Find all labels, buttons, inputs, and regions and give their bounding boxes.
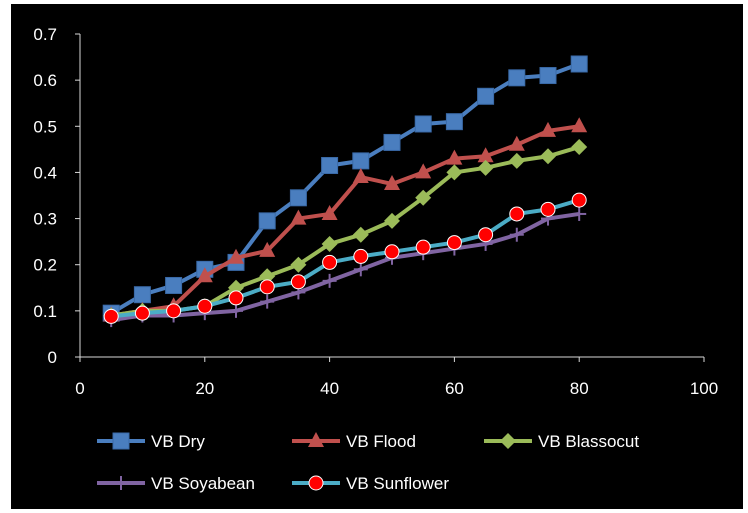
data-point [540, 201, 556, 217]
data-point [571, 117, 588, 133]
data-point [571, 139, 588, 156]
data-point [258, 212, 276, 230]
data-point [133, 286, 151, 304]
data-point [290, 274, 306, 290]
data-point [540, 121, 556, 137]
data-point [166, 303, 182, 319]
series-4 [103, 192, 587, 324]
data-point [446, 235, 462, 251]
series-line [110, 211, 580, 323]
data-point [134, 305, 150, 321]
legend-marker [308, 475, 324, 491]
data-point [260, 294, 275, 309]
legend-label: VB Flood [346, 432, 416, 451]
data-point [352, 168, 369, 184]
data-point [165, 276, 183, 294]
data-point [384, 244, 400, 260]
x-tick-label: 40 [320, 379, 339, 398]
data-point [290, 256, 307, 273]
data-point [446, 149, 463, 165]
data-point [446, 164, 463, 181]
data-point [539, 67, 557, 85]
data-point [322, 254, 338, 270]
legend-label: VB Dry [151, 432, 205, 451]
data-point [570, 55, 588, 73]
data-point [477, 87, 495, 105]
data-point [414, 115, 432, 133]
legend-item: VB Soyabean [97, 474, 255, 493]
y-tick-label: 0.6 [33, 71, 57, 90]
data-point [572, 206, 587, 221]
data-point [415, 163, 432, 179]
data-point [415, 239, 431, 255]
legend-marker [308, 432, 324, 447]
y-tick-label: 0.2 [33, 256, 57, 275]
x-tick-label: 100 [690, 379, 718, 398]
data-point [321, 157, 339, 175]
data-point [321, 235, 338, 252]
y-tick-label: 0 [48, 348, 57, 367]
y-tick-label: 0.1 [33, 302, 57, 321]
legend-item: VB Dry [97, 432, 205, 451]
data-point [228, 248, 244, 264]
series-line [110, 198, 580, 319]
data-point [571, 192, 587, 208]
legend-marker [114, 476, 128, 490]
data-point [508, 135, 525, 151]
legend-item: VB Sunflower [292, 474, 449, 493]
x-tick-label: 20 [195, 379, 214, 398]
series-2 [103, 139, 588, 324]
data-point [259, 268, 276, 285]
data-point [290, 209, 307, 225]
legend-label: VB Soyabean [151, 474, 255, 493]
data-point [477, 147, 494, 163]
legend-marker [112, 432, 130, 450]
data-point [415, 189, 432, 206]
data-point [259, 241, 276, 257]
data-point [384, 212, 400, 229]
y-tick-label: 0.7 [33, 25, 57, 44]
data-point [259, 279, 275, 295]
y-tick-label: 0.5 [33, 117, 57, 136]
data-point [103, 308, 119, 324]
data-point [197, 298, 213, 314]
data-point [445, 113, 463, 131]
x-tick-label: 60 [445, 379, 464, 398]
data-point [196, 267, 213, 283]
data-point [384, 174, 400, 190]
legend-item: VB Blassocut [484, 432, 639, 451]
y-tick-label: 0.4 [33, 163, 57, 182]
data-point [228, 290, 244, 306]
data-point [353, 248, 369, 264]
data-point [383, 133, 401, 151]
data-point [289, 189, 307, 207]
data-point [509, 227, 524, 242]
series-line [110, 124, 580, 318]
data-point [509, 206, 525, 222]
legend-label: VB Sunflower [346, 474, 449, 493]
data-point [540, 148, 556, 165]
data-point [352, 152, 370, 170]
data-point [352, 226, 369, 243]
legend-marker [500, 433, 516, 449]
series-line [110, 62, 580, 315]
series-0 [102, 55, 588, 322]
chart-frame [11, 4, 743, 509]
y-tick-label: 0.3 [33, 210, 57, 229]
data-point [229, 303, 243, 318]
data-point [508, 69, 526, 87]
legend-label: VB Blassocut [538, 432, 639, 451]
data-point [478, 227, 494, 243]
legend-item: VB Flood [292, 432, 416, 451]
x-tick-label: 80 [570, 379, 589, 398]
x-tick-label: 0 [75, 379, 84, 398]
data-point [322, 273, 337, 288]
data-point [508, 152, 525, 169]
data-point [353, 262, 368, 277]
data-point [477, 159, 494, 176]
data-point [321, 204, 338, 220]
